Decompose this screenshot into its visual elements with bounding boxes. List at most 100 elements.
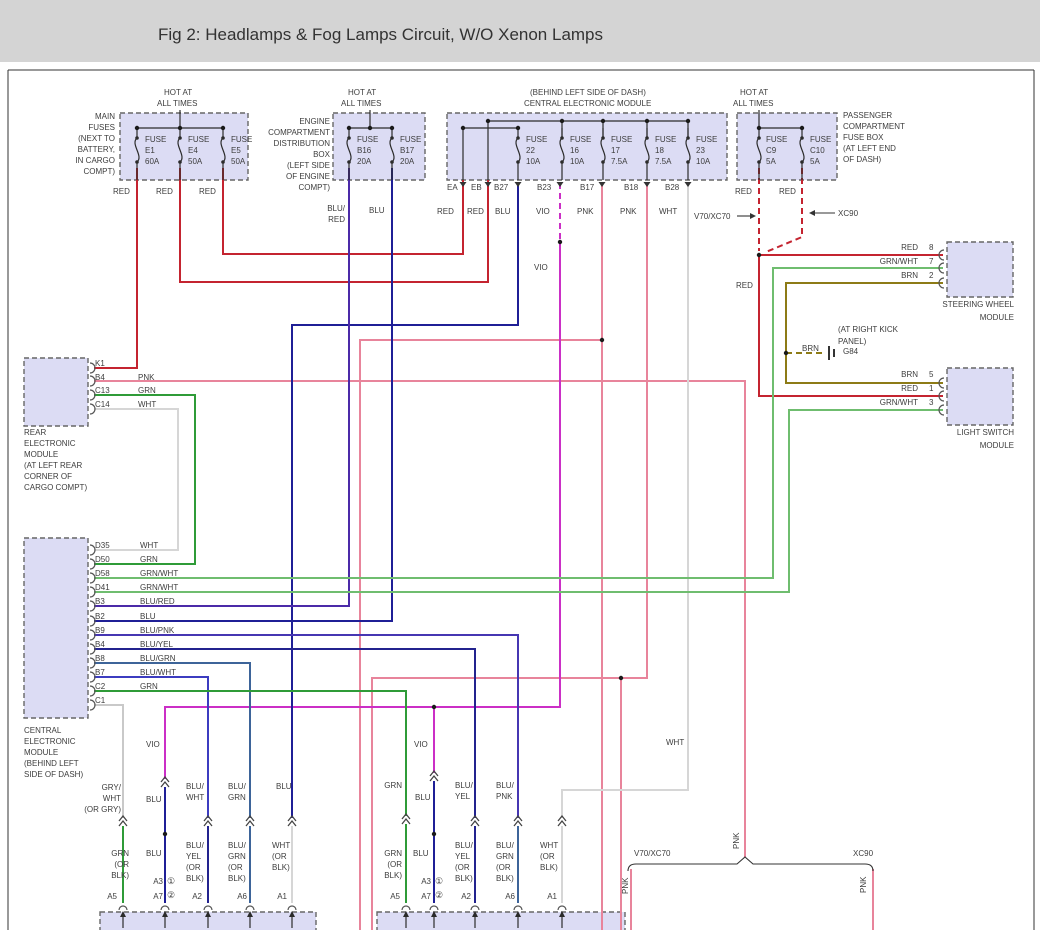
- label-at-left-rear: (AT LEFT REAR: [24, 461, 83, 470]
- pin-arc-icon: [89, 600, 96, 612]
- label-b9: B9: [95, 626, 105, 635]
- splice-chevron-icon: [203, 814, 213, 822]
- label-5: 5: [929, 370, 934, 379]
- label-grn: GRN: [140, 555, 158, 564]
- pin-arc-icon: [89, 362, 96, 374]
- connector-arrow-down-icon: [459, 182, 467, 187]
- fuse-terminal: [560, 160, 564, 164]
- junction-dot: [367, 125, 373, 131]
- fuse-icon: [600, 137, 606, 163]
- main-fuse-box: [119, 112, 249, 181]
- label-behind-left-side-of-dash: (BEHIND LEFT SIDE OF DASH): [530, 88, 646, 97]
- label-vio: VIO: [414, 740, 428, 749]
- label-pnk: PNK: [732, 832, 741, 849]
- label-a3: A3: [153, 877, 163, 886]
- pin-arc-icon: [89, 586, 96, 598]
- label-module: MODULE: [24, 450, 59, 459]
- splice-chevron-icon: [160, 775, 170, 783]
- lamp-pin-arc-icon: [470, 905, 480, 911]
- label-yel: YEL: [455, 852, 471, 861]
- label-brn: BRN: [901, 370, 918, 379]
- label-blu: BLU: [146, 849, 162, 858]
- wire-pnk-b17-branch: [359, 339, 602, 930]
- label-eb: EB: [471, 183, 482, 192]
- fuse-icon: [644, 137, 650, 163]
- connector-arrow-down-icon: [484, 182, 492, 187]
- label-rear: REAR: [24, 428, 47, 437]
- label-fuse: FUSE: [231, 135, 253, 144]
- wire-blu-b27: [291, 183, 519, 818]
- label-wht: WHT: [659, 207, 678, 216]
- label-v70-xc70: V70/XC70: [694, 212, 731, 221]
- label-17: 17: [611, 146, 620, 155]
- label-main: MAIN: [95, 112, 115, 121]
- label-blu: BLU: [495, 207, 511, 216]
- junction-dot: [134, 125, 140, 131]
- pin-arc-icon: [938, 377, 945, 389]
- lamp-arrow-up-icon: [559, 911, 565, 917]
- wire-pnk-b18: [371, 183, 648, 930]
- v70-xc70-arrow-head-icon: [750, 213, 756, 219]
- label-ea: EA: [447, 183, 458, 192]
- label-vio: VIO: [534, 263, 548, 272]
- label-pnk: PNK: [496, 792, 513, 801]
- splice-chevron-icon: [245, 814, 255, 822]
- label-5a: 5A: [810, 157, 820, 166]
- label-b23: B23: [537, 183, 552, 192]
- label-c14: C14: [95, 400, 110, 409]
- label-fuse: FUSE: [570, 135, 592, 144]
- label-blu: BLU/: [496, 781, 514, 790]
- label-c2: C2: [95, 682, 106, 691]
- label-a6: A6: [505, 892, 515, 901]
- junction-dot: [559, 118, 565, 124]
- label-red: RED: [437, 207, 454, 216]
- lamp-arrow-up-icon: [403, 911, 409, 917]
- fuse-terminal: [221, 160, 225, 164]
- wire-pnk-rem-b4: [94, 380, 746, 857]
- label-behind-left: (BEHIND LEFT: [24, 759, 79, 768]
- label-grn: GRN: [228, 793, 246, 802]
- label-b16: B16: [357, 146, 372, 155]
- variant-split-bracket: [627, 856, 874, 872]
- label-blk: BLK): [111, 871, 129, 880]
- label-red: RED: [199, 187, 216, 196]
- label-at-left-end: (AT LEFT END: [843, 144, 896, 153]
- label-fuses: FUSES: [88, 123, 115, 132]
- label-2: 2: [929, 271, 934, 280]
- splice-chevron-icon: [557, 819, 567, 827]
- label-blu-wht: BLU/WHT: [140, 668, 176, 677]
- label-a6: A6: [237, 892, 247, 901]
- pin-arc-icon: [89, 615, 96, 627]
- pin-arc-icon: [89, 544, 96, 556]
- central-electronic-module-lower-box: [23, 537, 89, 719]
- label-blu: BLU/: [228, 841, 246, 850]
- label-blk: BLK): [384, 871, 402, 880]
- light-switch-module-box: [946, 367, 1014, 426]
- lamp-pin-arc-icon: [557, 905, 567, 911]
- wire-grn-c13-d50: [94, 394, 196, 565]
- fuse-icon: [220, 137, 226, 163]
- wire-brn-swm2-lsm5: [785, 282, 943, 384]
- pin-arc-icon: [938, 404, 945, 416]
- label-fuse: FUSE: [696, 135, 718, 144]
- wire-grnwht-d41-lsm3: [94, 409, 943, 593]
- label-fuse: FUSE: [188, 135, 210, 144]
- wire-red-lsm-1: [758, 255, 943, 397]
- wire-blupnk-b9: [94, 634, 519, 818]
- label-a2: A2: [461, 892, 471, 901]
- label-b3: B3: [95, 597, 105, 606]
- label-yel: YEL: [455, 792, 471, 801]
- label-xc90: XC90: [853, 849, 874, 858]
- junction-dot: [783, 350, 789, 356]
- label-e4: E4: [188, 146, 198, 155]
- label-blu: BLU: [369, 206, 385, 215]
- label-all-times: ALL TIMES: [157, 99, 198, 108]
- label-brn: BRN: [901, 271, 918, 280]
- passenger-fuse-box: [736, 112, 838, 181]
- label-module: MODULE: [979, 441, 1014, 450]
- label-18: 18: [655, 146, 664, 155]
- label-c10: C10: [810, 146, 825, 155]
- fuse-terminal: [601, 160, 605, 164]
- label-fuse: FUSE: [655, 135, 677, 144]
- splice-chevron-icon: [470, 814, 480, 822]
